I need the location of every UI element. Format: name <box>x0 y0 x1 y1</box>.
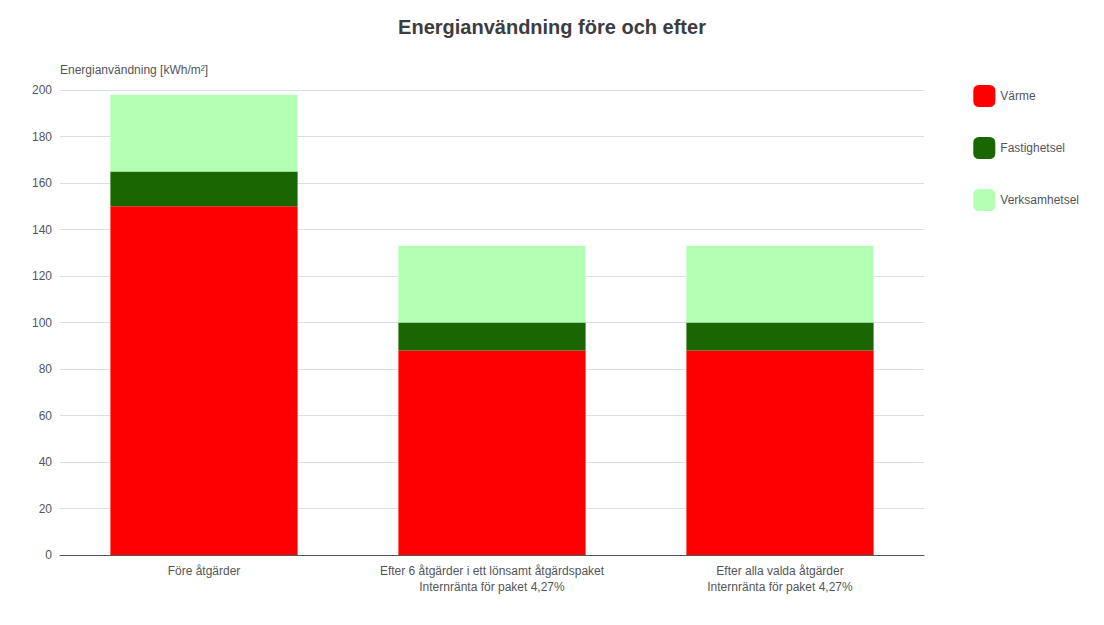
svg-text:Fastighetsel: Fastighetsel <box>1000 141 1065 155</box>
svg-text:Före åtgärder: Före åtgärder <box>168 564 241 578</box>
svg-text:Energianvändning [kWh/m²]: Energianvändning [kWh/m²] <box>60 63 208 77</box>
svg-text:Efter alla valda åtgärder: Efter alla valda åtgärder <box>716 564 843 578</box>
svg-text:0: 0 <box>45 548 52 562</box>
svg-text:120: 120 <box>32 269 52 283</box>
svg-text:140: 140 <box>32 223 52 237</box>
svg-text:180: 180 <box>32 130 52 144</box>
svg-text:Efter 6 åtgärder i ett lönsamt: Efter 6 åtgärder i ett lönsamt åtgärdspa… <box>380 564 605 578</box>
svg-text:Verksamhetsel: Verksamhetsel <box>1000 193 1079 207</box>
svg-text:60: 60 <box>39 409 53 423</box>
svg-text:20: 20 <box>39 502 53 516</box>
svg-text:160: 160 <box>32 176 52 190</box>
svg-text:Värme: Värme <box>1000 89 1036 103</box>
svg-text:Internränta för paket 4,27%: Internränta för paket 4,27% <box>419 580 565 594</box>
svg-text:100: 100 <box>32 316 52 330</box>
svg-text:Internränta för paket 4,27%: Internränta för paket 4,27% <box>707 580 853 594</box>
svg-text:40: 40 <box>39 455 53 469</box>
svg-text:200: 200 <box>32 83 52 97</box>
svg-text:80: 80 <box>39 362 53 376</box>
svg-text:Energianvändning före och efte: Energianvändning före och efter <box>398 16 706 38</box>
